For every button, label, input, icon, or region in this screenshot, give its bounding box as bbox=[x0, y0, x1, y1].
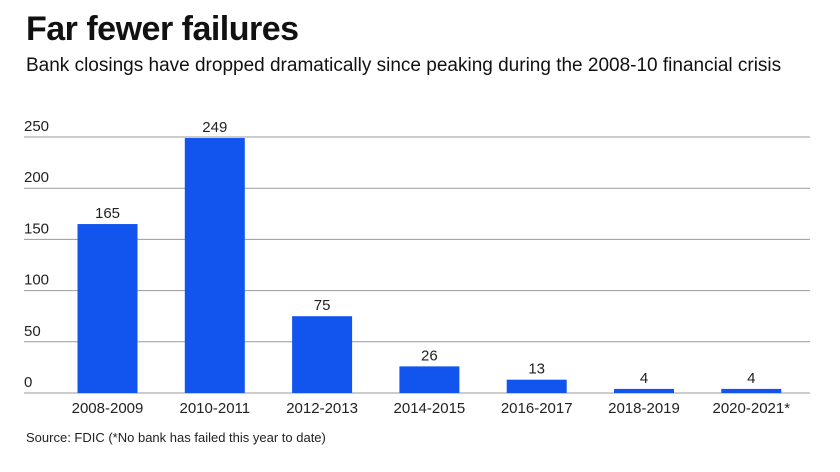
data-label-2008-2009: 165 bbox=[95, 205, 120, 222]
y-tick-label-0: 0 bbox=[24, 374, 32, 391]
data-labels: 165 249 75 26 13 4 4 bbox=[95, 119, 755, 387]
data-label-2012-2013: 75 bbox=[314, 297, 331, 314]
x-tick-label-2012-2013: 2012-2013 bbox=[286, 400, 358, 417]
x-tick-label-2010-2011: 2010-2011 bbox=[179, 400, 250, 417]
y-tick-label-100: 100 bbox=[24, 272, 49, 289]
x-tick-label-2014-2015: 2014-2015 bbox=[394, 400, 466, 417]
source-note: Source: FDIC (*No bank has failed this y… bbox=[26, 430, 326, 445]
chart-subtitle: Bank closings have dropped dramatically … bbox=[26, 55, 782, 76]
x-tick-label-2016-2017: 2016-2017 bbox=[501, 400, 573, 417]
bars bbox=[77, 138, 782, 393]
data-label-2016-2017: 13 bbox=[528, 361, 545, 378]
y-axis-tick-labels: 0 50 100 150 200 250 bbox=[24, 118, 49, 391]
y-tick-label-250: 250 bbox=[24, 118, 49, 135]
bar-2008-2009 bbox=[77, 224, 138, 393]
x-axis-tick-labels: 2008-2009 2010-2011 2012-2013 2014-2015 2016… bbox=[72, 400, 791, 417]
y-tick-label-50: 50 bbox=[24, 323, 41, 340]
bar-2012-2013 bbox=[292, 316, 353, 393]
x-tick-label-2008-2009: 2008-2009 bbox=[72, 400, 144, 417]
chart-title: Far fewer failures bbox=[26, 10, 299, 48]
y-tick-label-200: 200 bbox=[24, 169, 49, 186]
data-label-2020-2021*: 4 bbox=[747, 370, 755, 387]
bar-2010-2011 bbox=[184, 138, 245, 393]
data-label-2018-2019: 4 bbox=[640, 370, 648, 387]
bar-2020-2021* bbox=[721, 388, 782, 393]
bar-2014-2015 bbox=[399, 366, 460, 393]
x-tick-label-2020-2021*: 2020-2021* bbox=[713, 400, 791, 417]
data-label-2010-2011: 249 bbox=[202, 119, 227, 136]
bar-2016-2017 bbox=[506, 379, 567, 393]
bar-2018-2019 bbox=[614, 388, 674, 393]
x-tick-label-2018-2019: 2018-2019 bbox=[608, 400, 680, 417]
y-tick-label-150: 150 bbox=[24, 220, 49, 237]
gridlines bbox=[24, 136, 810, 394]
data-label-2014-2015: 26 bbox=[421, 347, 438, 364]
